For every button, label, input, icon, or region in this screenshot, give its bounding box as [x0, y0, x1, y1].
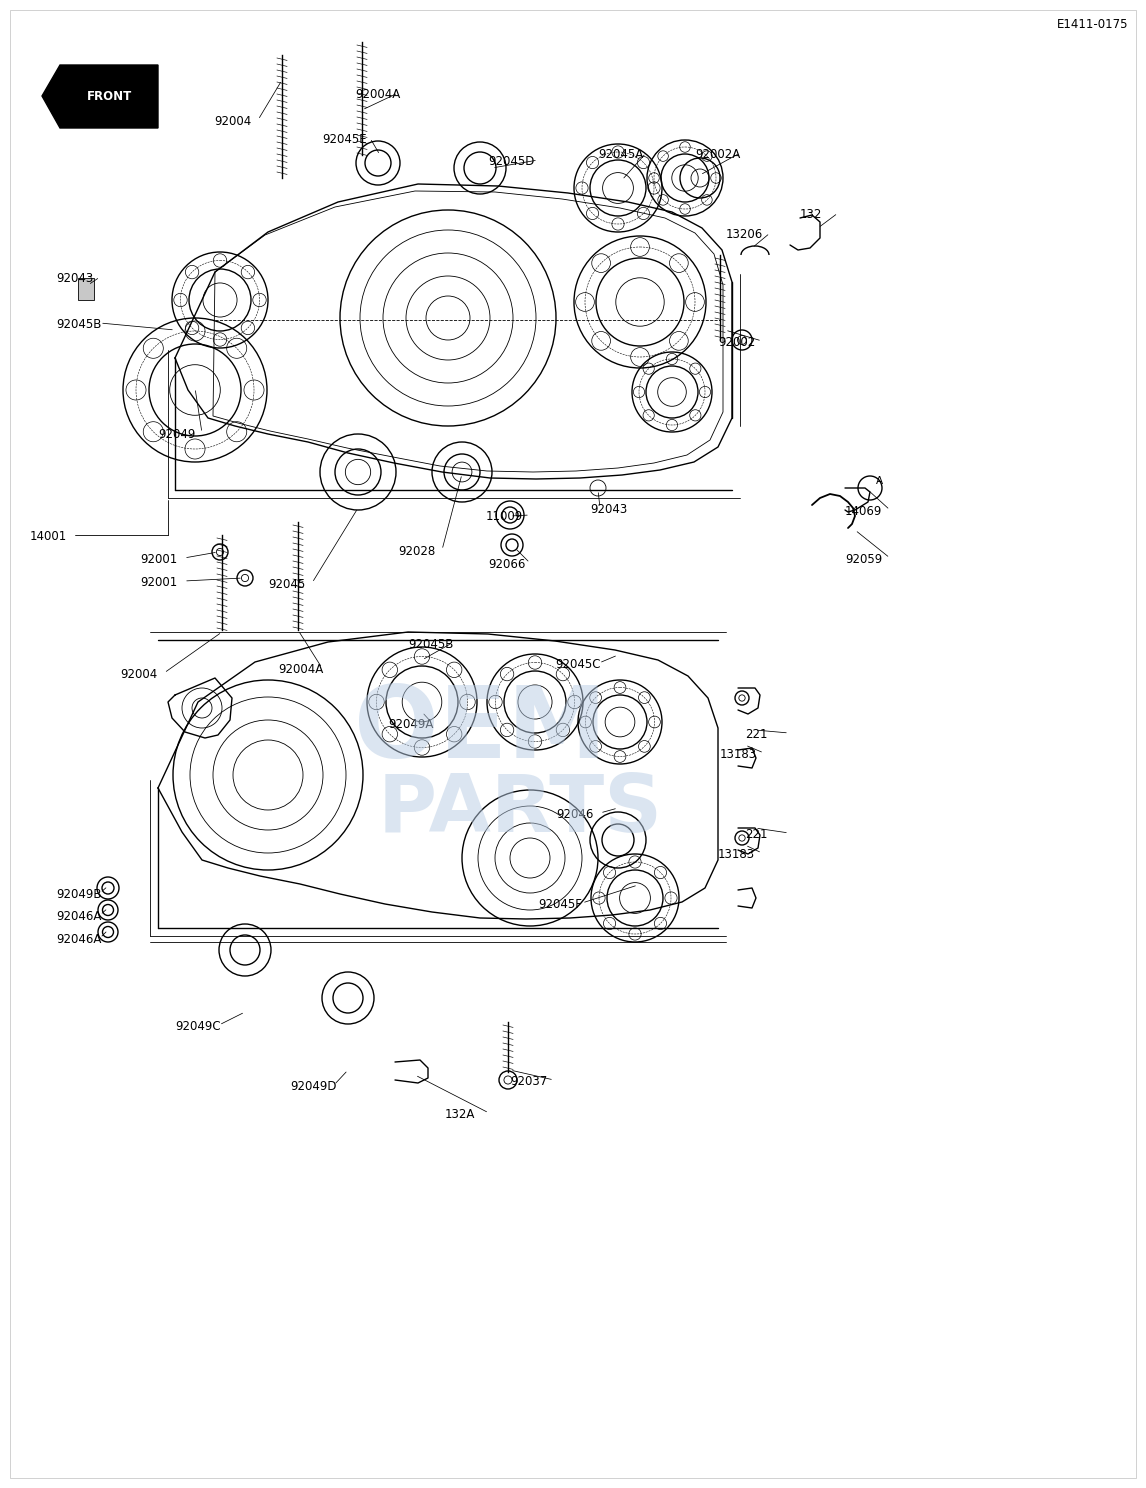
Text: 92043: 92043 [56, 272, 93, 286]
Text: 92049B: 92049B [56, 888, 102, 902]
Text: 92045B: 92045B [408, 638, 454, 652]
Text: 221: 221 [745, 728, 768, 741]
Text: 92043: 92043 [590, 503, 627, 516]
Text: 92045E: 92045E [322, 132, 367, 146]
Text: 92001: 92001 [140, 554, 178, 565]
Text: 92066: 92066 [488, 558, 525, 571]
Text: 13206: 13206 [727, 228, 763, 241]
Text: 92046A: 92046A [56, 911, 101, 923]
Text: 92002: 92002 [719, 336, 755, 350]
Text: OEM: OEM [354, 682, 606, 778]
Text: 14069: 14069 [845, 504, 882, 518]
Text: 92049: 92049 [158, 429, 195, 440]
Text: A: A [876, 476, 884, 487]
Text: 92002A: 92002A [694, 147, 740, 161]
Text: 132A: 132A [445, 1109, 476, 1120]
Text: FRONT: FRONT [86, 89, 132, 103]
Text: 13183: 13183 [719, 848, 755, 862]
Text: 92004: 92004 [214, 115, 251, 128]
Text: 92028: 92028 [398, 545, 435, 558]
Text: 92045C: 92045C [555, 658, 601, 671]
Text: PARTS: PARTS [377, 771, 662, 850]
Text: 92004A: 92004A [355, 88, 400, 101]
Text: 92046: 92046 [556, 808, 594, 821]
Text: 221: 221 [745, 827, 768, 841]
Text: 92045: 92045 [268, 577, 305, 591]
Text: 92059: 92059 [845, 554, 882, 565]
Text: 132: 132 [800, 208, 823, 222]
Text: 92045A: 92045A [598, 147, 643, 161]
Text: 92001: 92001 [140, 576, 178, 589]
Text: 92045D: 92045D [488, 155, 534, 168]
Text: 92049C: 92049C [175, 1019, 221, 1033]
Text: 13183: 13183 [720, 748, 758, 760]
Text: 92045B: 92045B [56, 318, 101, 330]
Text: 92049A: 92049A [388, 719, 433, 731]
Text: 92045F: 92045F [537, 897, 582, 911]
Text: 92046A: 92046A [56, 933, 101, 946]
Text: 92004: 92004 [120, 668, 157, 682]
Text: 11009: 11009 [486, 510, 524, 522]
Text: 92004A: 92004A [278, 664, 323, 676]
Text: 14001: 14001 [30, 530, 68, 543]
Text: 92049D: 92049D [290, 1080, 337, 1094]
Text: E1411-0175: E1411-0175 [1057, 18, 1128, 31]
Polygon shape [42, 65, 158, 128]
Text: 92037: 92037 [510, 1074, 548, 1088]
Bar [78, 278, 94, 301]
